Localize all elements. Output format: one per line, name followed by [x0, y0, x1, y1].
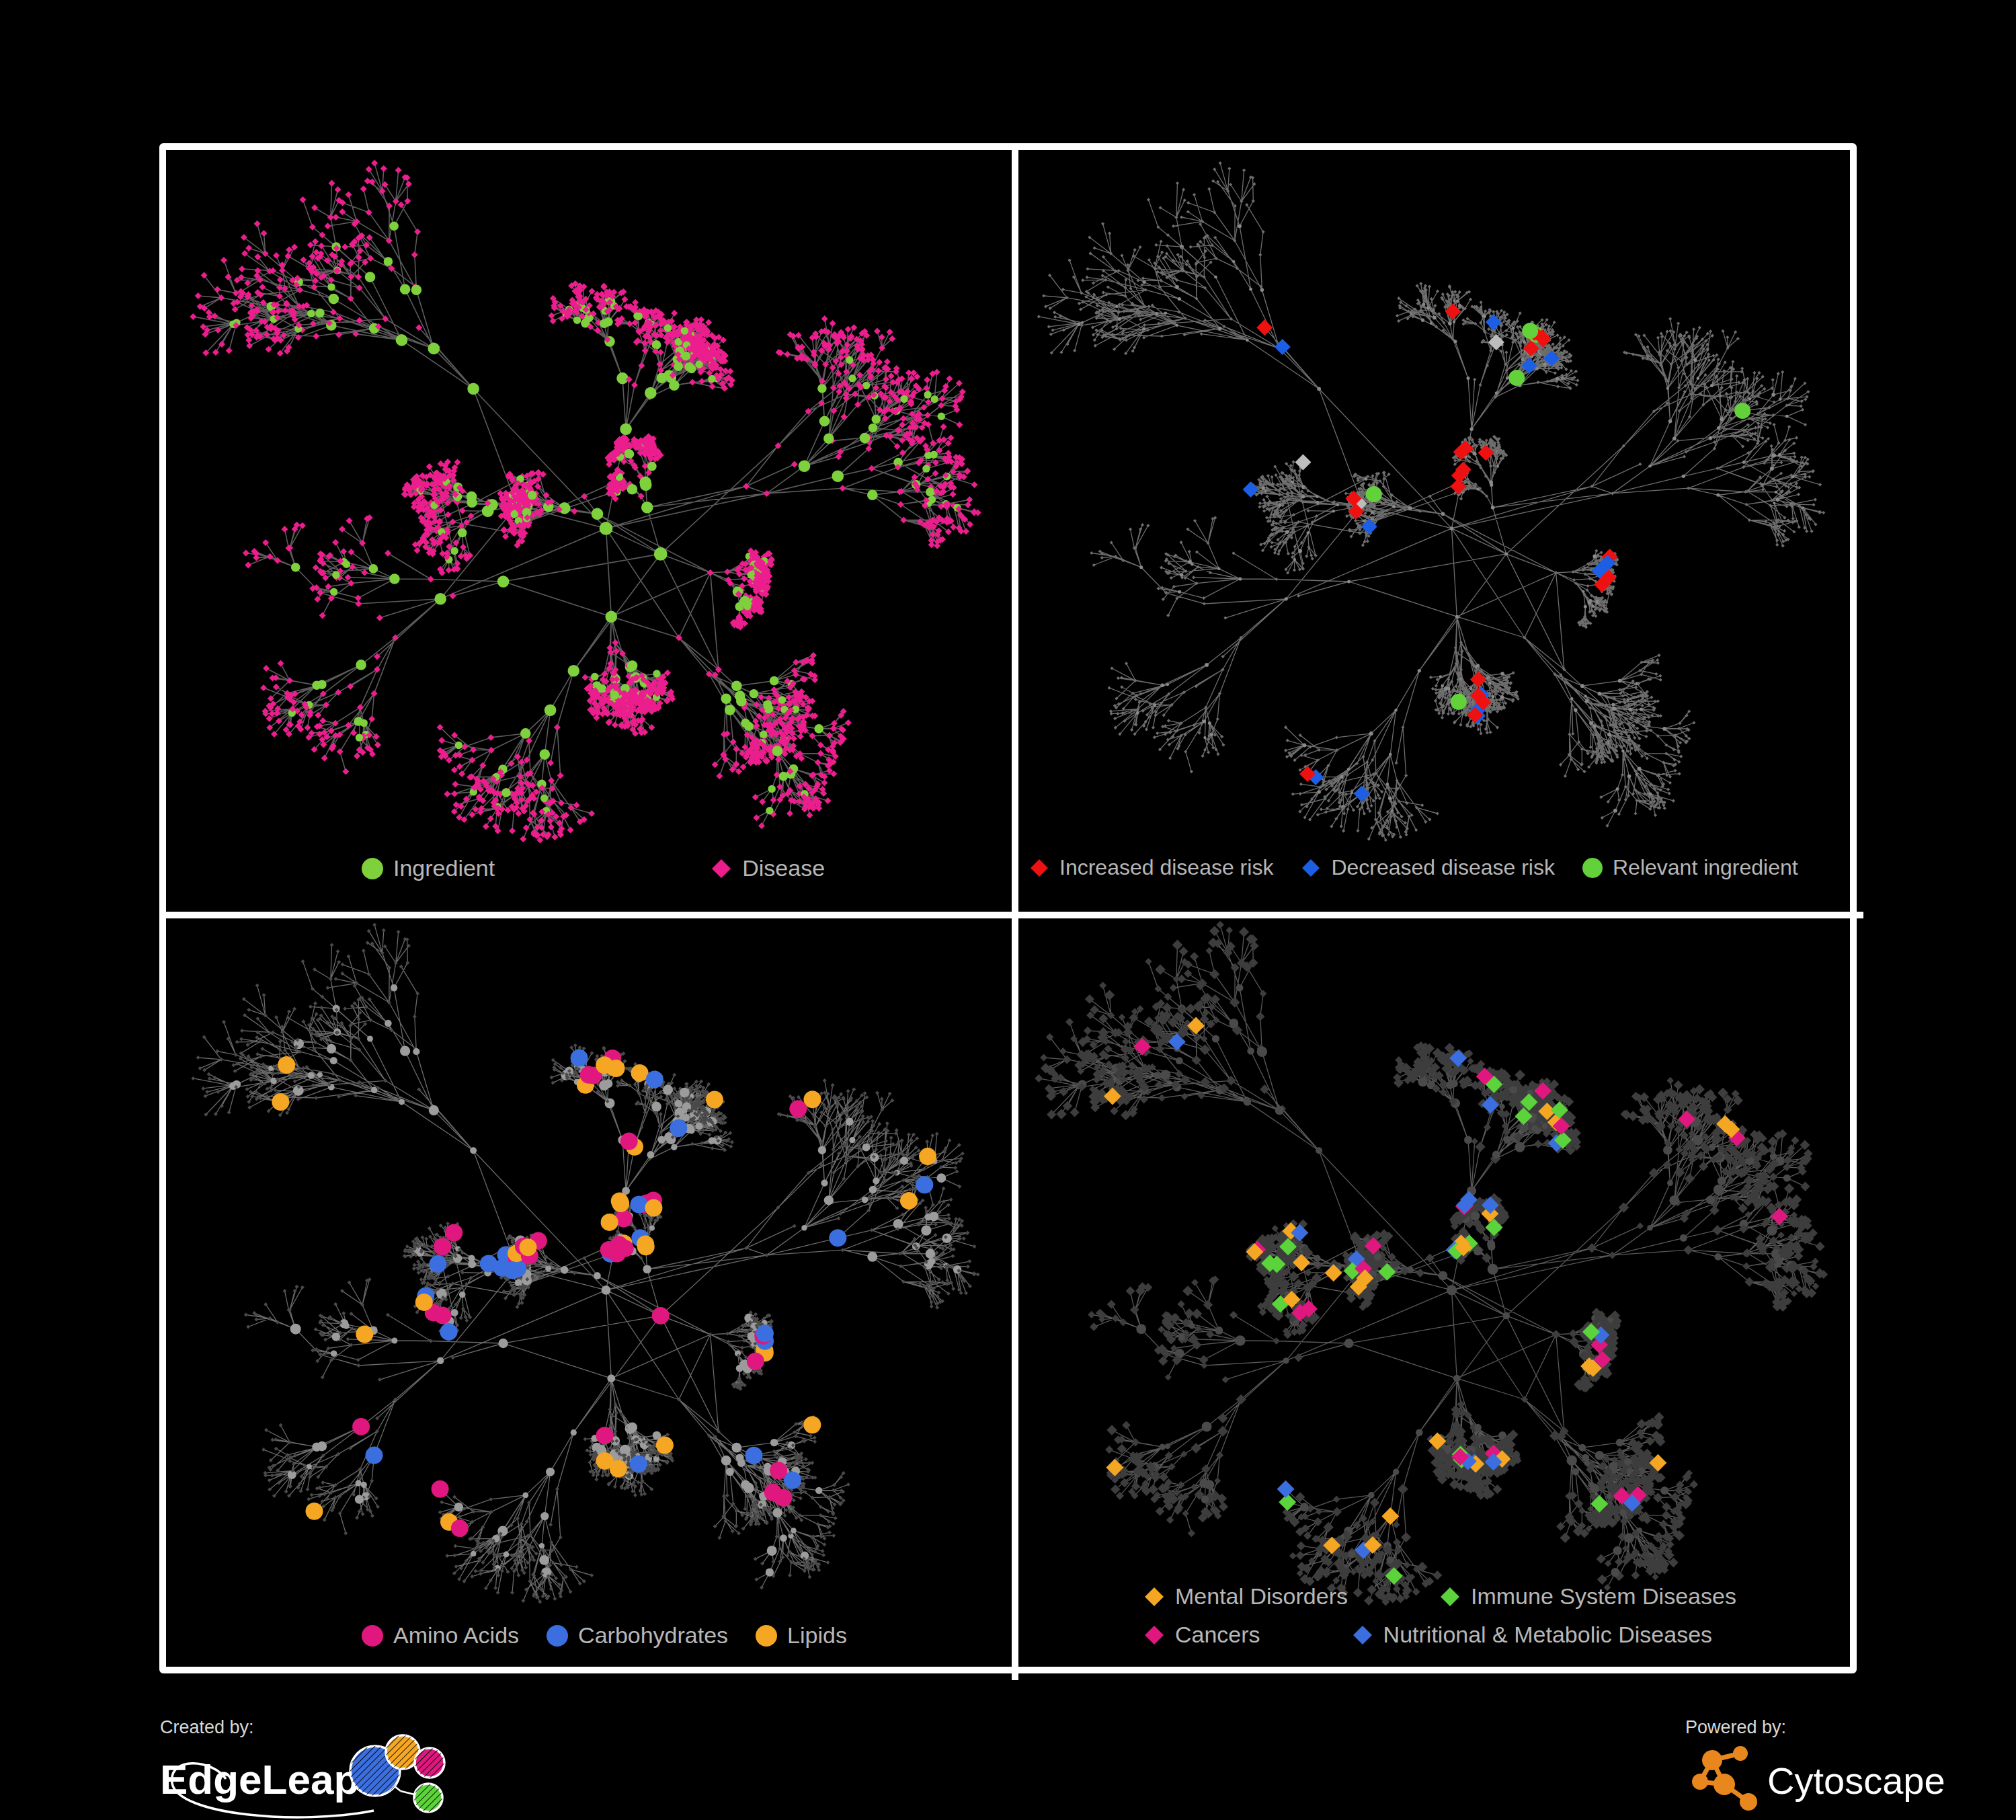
svg-text:Cytoscape: Cytoscape	[1767, 1759, 1945, 1802]
svg-text:Powered by:: Powered by:	[1685, 1717, 1786, 1737]
svg-text:Created by:: Created by:	[160, 1717, 254, 1737]
